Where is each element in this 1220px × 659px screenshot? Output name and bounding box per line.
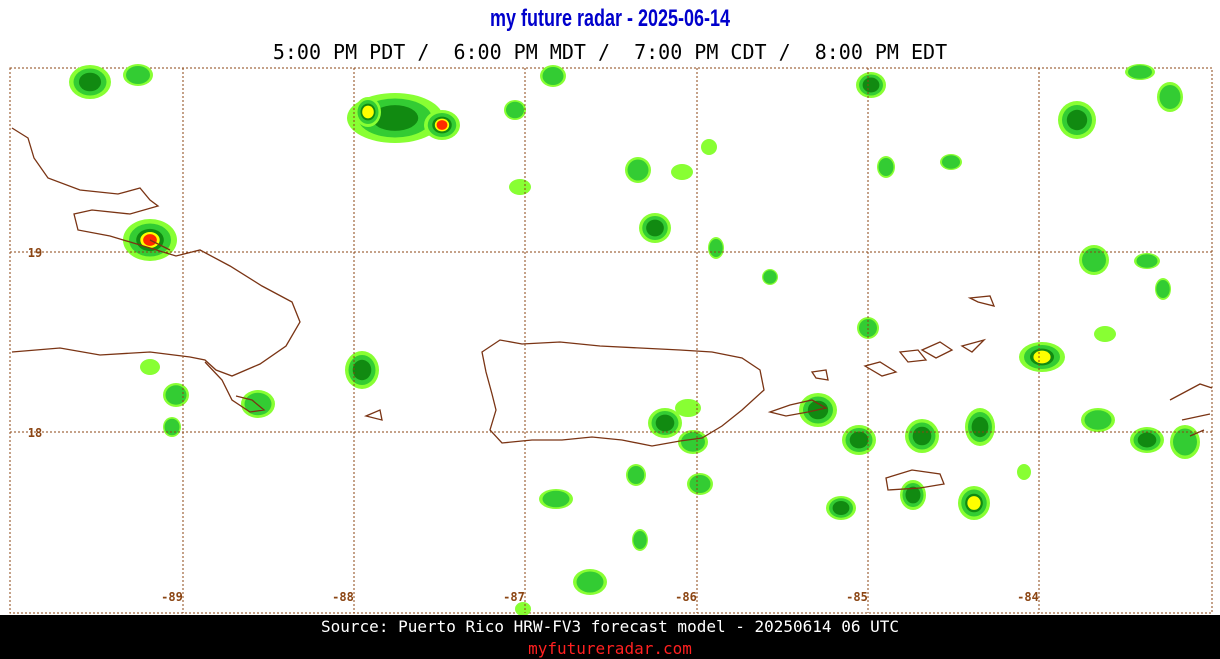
longitude-label: -85 [846, 590, 868, 604]
radar-echoes [69, 64, 1200, 616]
culebra [810, 369, 829, 381]
echo [655, 414, 675, 432]
echo [971, 416, 989, 438]
echo [1159, 85, 1181, 109]
echo [1094, 326, 1116, 342]
echo [509, 179, 531, 195]
echo [942, 155, 960, 169]
echo [905, 486, 921, 504]
vieques [767, 399, 828, 417]
longitude-label: -86 [675, 590, 697, 604]
longitude-label: -89 [161, 590, 183, 604]
echo [675, 399, 701, 417]
echo [352, 359, 372, 381]
echo [681, 432, 705, 452]
echo [912, 426, 932, 446]
source: Source: Puerto Rico HRW-FV3 forecast mod… [321, 617, 899, 636]
virgin-islands [863, 295, 1213, 491]
echo [244, 392, 272, 416]
echo [506, 101, 524, 119]
echo [1173, 428, 1197, 456]
echo [164, 418, 180, 436]
echo [878, 158, 894, 176]
echo [709, 239, 723, 257]
time-line: 5:00 PM PDT / 6:00 PM MDT / 7:00 PM CDT … [273, 40, 947, 64]
echo [515, 602, 531, 616]
echo [1137, 432, 1157, 448]
echo [862, 77, 880, 93]
site-link[interactable]: myfutureradar.com [528, 639, 692, 658]
echo [1084, 410, 1112, 430]
echo [362, 105, 374, 119]
echo [140, 359, 160, 375]
echo [627, 159, 649, 181]
echo [671, 164, 693, 180]
echo [1128, 65, 1152, 79]
echo [701, 139, 717, 155]
echo [967, 496, 981, 510]
graticule: -89 -88 -87 -86 -85 -84 19 18 [10, 68, 1212, 613]
echo [763, 270, 777, 284]
latitude-label: 18 [28, 426, 42, 440]
echo [165, 385, 187, 405]
longitude-label: -87 [503, 590, 525, 604]
echo [576, 571, 604, 593]
title: my future radar - 2025-06-14 [490, 5, 730, 32]
echo [1156, 280, 1170, 298]
echo [78, 72, 102, 92]
echo [542, 67, 564, 85]
longitude-label: -84 [1017, 590, 1039, 604]
echo [542, 490, 570, 508]
hispaniola [11, 127, 301, 413]
echo [849, 431, 869, 449]
echo [627, 466, 645, 484]
echo [689, 475, 711, 493]
map: -89 -88 -87 -86 -85 -84 19 18 [9, 64, 1213, 616]
echo [1082, 248, 1106, 272]
echo [371, 105, 419, 131]
footer-bar [0, 615, 1220, 659]
echo [1033, 350, 1051, 364]
echo [1066, 109, 1088, 131]
echo [436, 120, 448, 130]
echo [646, 219, 664, 237]
longitude-label: -88 [332, 590, 354, 604]
echo [126, 66, 150, 84]
latitude-label: 19 [28, 246, 42, 260]
echo [1136, 254, 1158, 268]
map-frame [9, 67, 1213, 614]
echo [832, 500, 850, 516]
echo [1017, 464, 1031, 480]
echo [633, 531, 647, 549]
small-islands [149, 239, 383, 421]
